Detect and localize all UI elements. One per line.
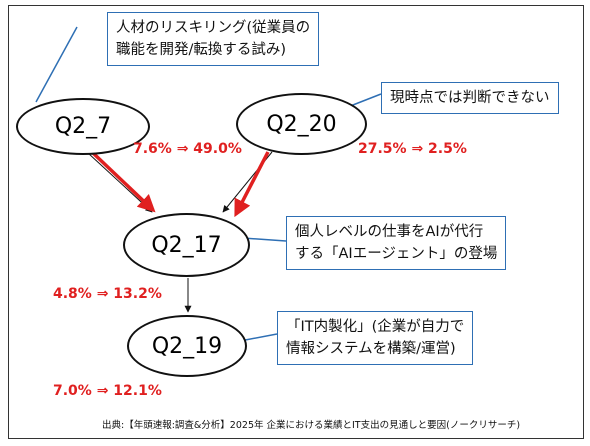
change-q2-17: 4.8% ⇒ 13.2% — [53, 286, 162, 302]
callout-leader-q2-7 — [35, 26, 78, 103]
change-q2-19: 7.0% ⇒ 12.1% — [53, 383, 162, 399]
callout-q2-7-line2: 職能を開発/転換する試み) — [116, 42, 287, 58]
red-arrow-q2-7-to-q2-17 — [91, 151, 156, 213]
callout-leader-q2-17 — [242, 237, 287, 242]
callout-q2-19-line1: 「IT内製化」(企業が自力で — [286, 319, 465, 335]
arrow-q2-7-to-q2-17 — [87, 152, 153, 213]
callout-q2-19-line2: 情報システムを構築/運営) — [286, 341, 456, 357]
node-q2-19: Q2_19 — [127, 315, 247, 377]
change-q2-7: 7.6% ⇒ 49.0% — [133, 141, 242, 157]
node-label-q2-7: Q2_7 — [54, 114, 112, 139]
red-arrow-q2-20-to-q2-17 — [234, 151, 270, 218]
node-q2-7: Q2_7 — [16, 98, 150, 155]
change-q2-20: 27.5% ⇒ 2.5% — [358, 141, 467, 157]
callout-q2-17-line2: する「AIエージェント」の登場 — [295, 246, 498, 262]
node-q2-17: Q2_17 — [123, 213, 250, 277]
callout-q2-20: 現時点では判断できない — [381, 82, 559, 114]
callout-q2-17: 個人レベルの仕事をAIが代行 する「AIエージェント」の登場 — [286, 216, 507, 270]
figure-frame — [8, 5, 584, 439]
callout-q2-7-line1: 人材のリスキリング(従業員の — [116, 20, 311, 36]
node-label-q2-20: Q2_20 — [266, 111, 337, 137]
callout-q2-7: 人材のリスキリング(従業員の 職能を開発/転換する試み) — [107, 12, 320, 66]
node-label-q2-17: Q2_17 — [151, 232, 222, 258]
callout-q2-20-line1: 現時点では判断できない — [390, 90, 550, 106]
callout-q2-19: 「IT内製化」(企業が自力で 情報システムを構築/運営) — [277, 311, 474, 365]
node-q2-20: Q2_20 — [236, 93, 367, 155]
source-caption: 出典:【年頭速報:調査&分析】2025年 企業における業績とIT支出の見通しと要… — [102, 420, 521, 431]
node-label-q2-19: Q2_19 — [151, 333, 223, 359]
callout-q2-17-line1: 個人レベルの仕事をAIが代行 — [295, 224, 484, 240]
